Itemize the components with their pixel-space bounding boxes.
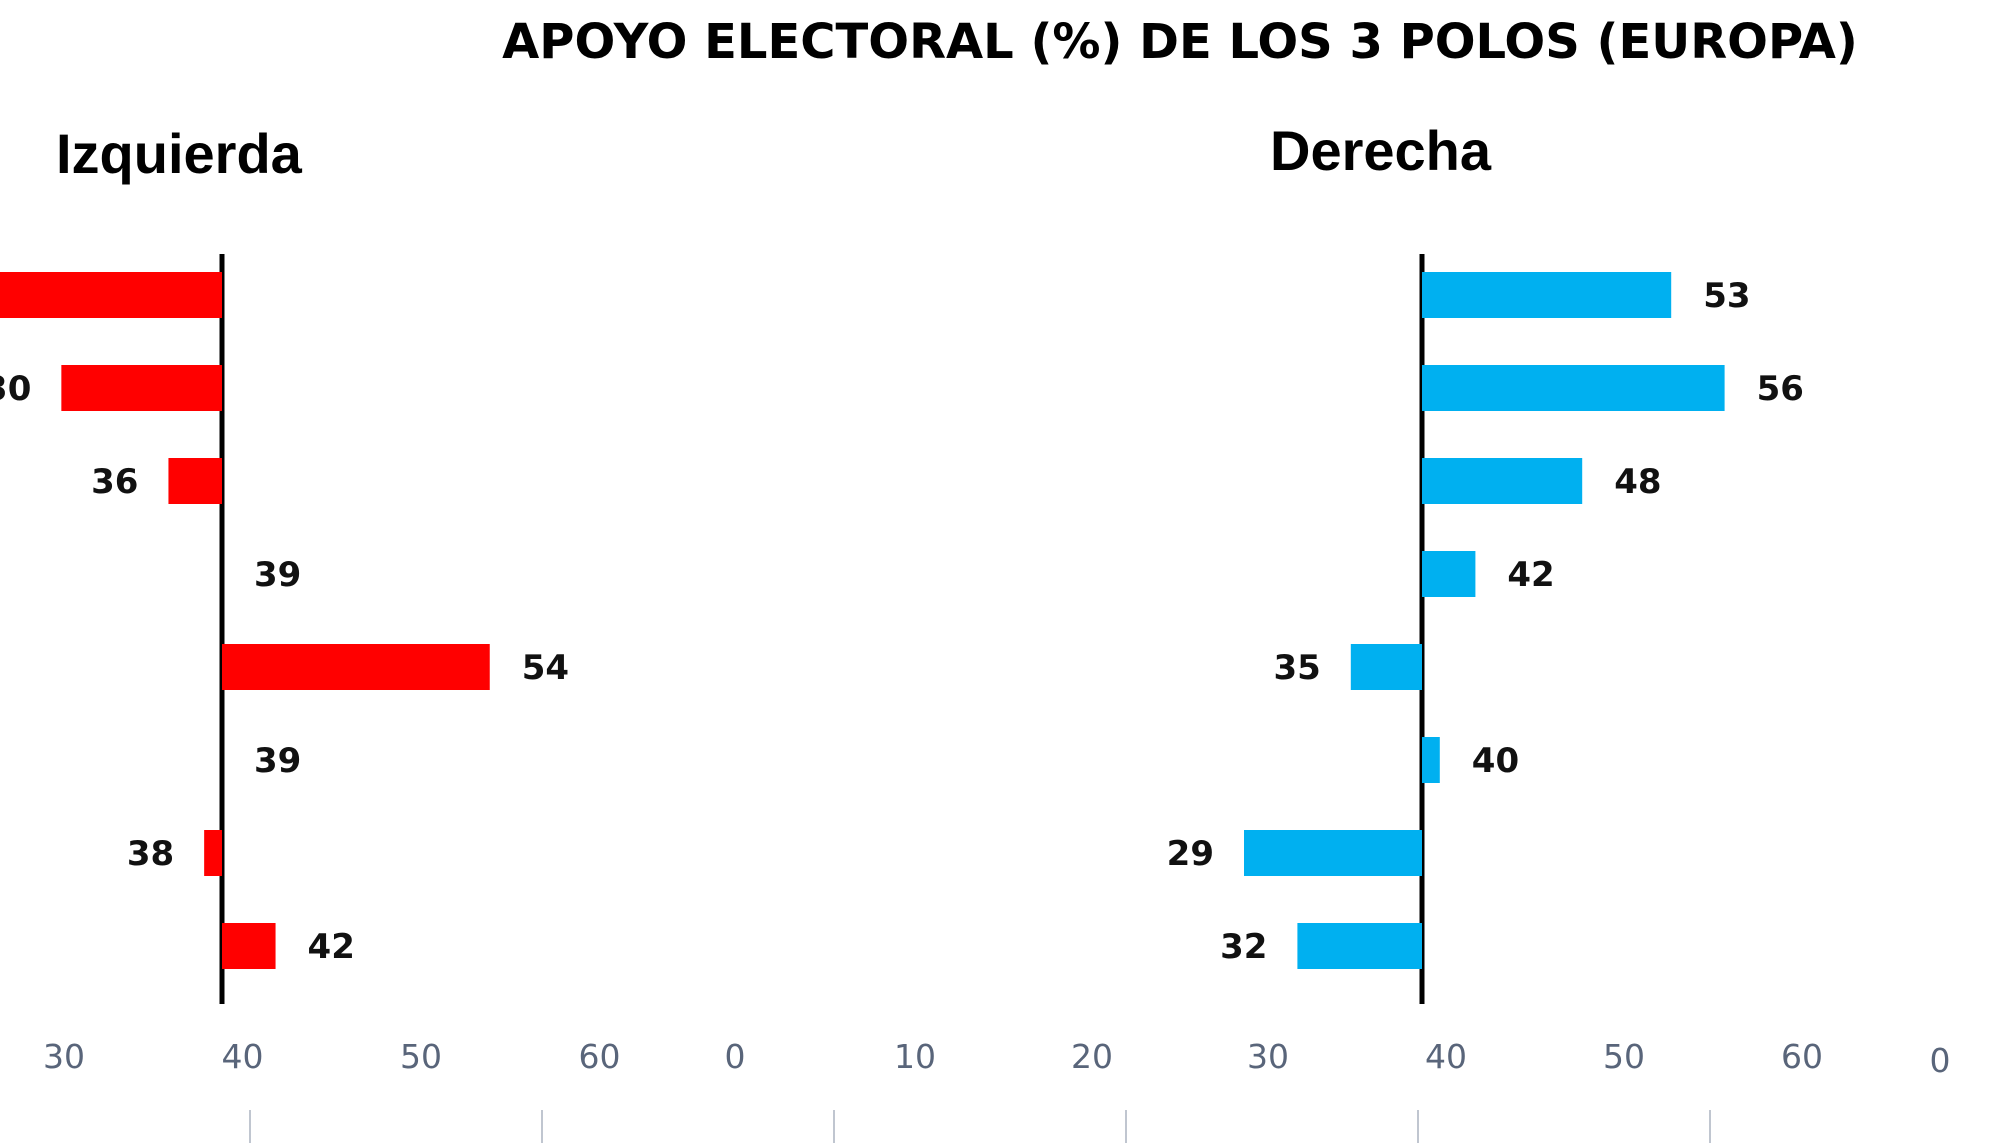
izquierda-tick-label: 50 [400,1037,442,1076]
derecha-data-label: 29 [1167,834,1214,874]
panel-title-derecha: Derecha [1270,119,1492,182]
extra-tick-label: 0 [725,1037,746,1076]
izquierda-bar [168,458,222,504]
extra-tick-label: 20 [1071,1037,1113,1076]
izquierda-data-label: 38 [127,834,174,874]
izquierda-data-label: 54 [522,648,569,688]
derecha-data-label: 35 [1273,648,1320,688]
derecha-tick-label: 30 [1247,1037,1289,1076]
izquierda-tick-label: 40 [222,1037,264,1076]
izquierda-bar [61,365,222,411]
izquierda-data-label: 36 [91,462,138,502]
izquierda-bar [0,272,222,318]
derecha-tick-label: 40 [1425,1037,1467,1076]
derecha-bar [1297,923,1422,969]
panel-title-izquierda: Izquierda [56,122,303,185]
derecha-bar [1422,737,1440,783]
extra-tick-label: 10 [894,1037,936,1076]
izquierda-bar [222,644,490,690]
extra-tick-label: 0 [1930,1041,1951,1080]
izquierda-tick-label: 60 [579,1037,621,1076]
izquierda-data-label: 30 [0,369,31,409]
derecha-data-label: 32 [1220,927,1267,967]
izquierda-bar [222,923,276,969]
derecha-data-label: 56 [1757,369,1804,409]
chart-title: APOYO ELECTORAL (%) DE LOS 3 POLOS (EURO… [502,14,1858,70]
derecha-bar [1422,458,1583,504]
izquierda-tick-label: 30 [43,1037,85,1076]
izquierda-data-label: 42 [308,927,355,967]
derecha-bar [1350,644,1422,690]
derecha-data-label: 48 [1614,462,1661,502]
derecha-bar [1244,830,1422,876]
derecha-data-label: 42 [1507,555,1554,595]
izquierda-bar [204,830,222,876]
derecha-data-label: 53 [1703,276,1750,316]
derecha-tick-label: 50 [1603,1037,1645,1076]
izquierda-data-label: 39 [254,555,301,595]
derecha-tick-label: 60 [1781,1037,1823,1076]
izquierda-data-label: 39 [254,741,301,781]
derecha-data-label: 40 [1472,741,1519,781]
derecha-bar [1422,551,1476,597]
derecha-bar [1422,365,1725,411]
derecha-bar [1422,272,1672,318]
